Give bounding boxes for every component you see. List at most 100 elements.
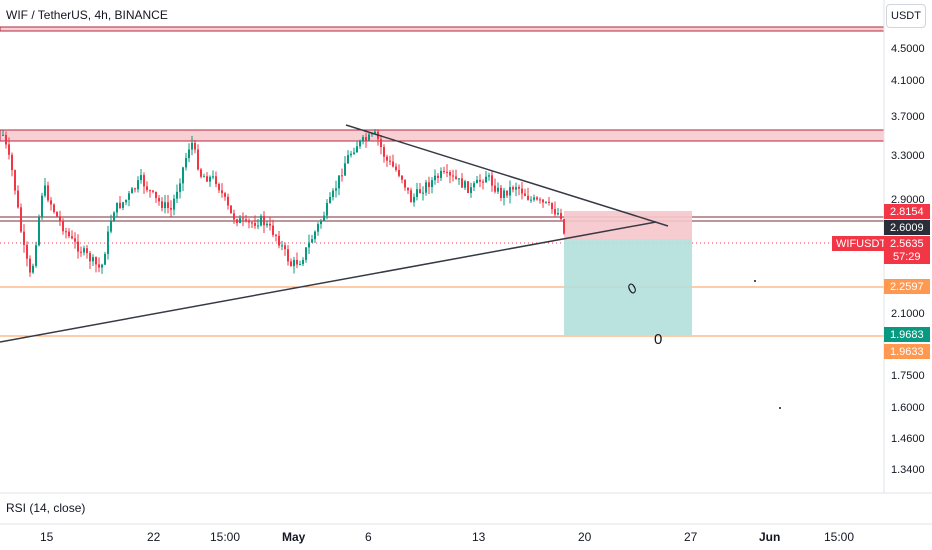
price-tick: 1.3400 xyxy=(891,464,925,476)
candle-body xyxy=(71,236,73,239)
candle-body xyxy=(77,241,79,252)
candle-body xyxy=(401,175,403,180)
candle-body xyxy=(503,190,505,198)
candle-body xyxy=(536,197,538,200)
symbol-title[interactable]: WIF / TetherUS, 4h, BINANCE xyxy=(6,8,168,22)
candle-body xyxy=(314,231,316,240)
candle-body xyxy=(461,178,463,188)
candle-body xyxy=(290,261,292,267)
candle-body xyxy=(221,190,223,194)
candle-body xyxy=(422,192,424,194)
rsi-indicator-label[interactable]: RSI (14, close) xyxy=(6,501,86,515)
candle-body xyxy=(341,175,343,177)
candle-body xyxy=(398,169,400,176)
price-tick: 4.5000 xyxy=(891,43,925,55)
candle-body xyxy=(548,201,550,203)
candle-body xyxy=(308,242,310,248)
candle-body xyxy=(149,190,151,192)
price-tick: 1.6000 xyxy=(891,402,925,414)
candle-body xyxy=(524,193,526,196)
candle-body xyxy=(383,147,385,157)
candle-body xyxy=(518,187,520,189)
candle-body xyxy=(425,182,427,193)
candle-body xyxy=(410,190,412,203)
candle-body xyxy=(8,144,10,155)
candle-body xyxy=(482,181,484,183)
price-badge: 2.2597 xyxy=(890,281,924,293)
price-tick: 3.7000 xyxy=(891,111,925,123)
candle-body xyxy=(266,223,268,226)
candle-body xyxy=(224,193,226,197)
candle-body xyxy=(134,188,136,190)
candle-body xyxy=(53,204,55,212)
candle-body xyxy=(353,152,355,154)
candle-body xyxy=(83,248,85,253)
candle-body xyxy=(80,251,82,253)
candle-body xyxy=(125,199,127,203)
candle-body xyxy=(107,231,109,254)
candle-body xyxy=(29,258,31,273)
candle-body xyxy=(17,190,19,208)
candle-body xyxy=(542,199,544,203)
candle-body xyxy=(347,155,349,164)
candle-body xyxy=(95,257,97,265)
candle-body xyxy=(167,202,169,208)
candle-body xyxy=(182,167,184,184)
candle-body xyxy=(185,158,187,168)
candle-body xyxy=(179,183,181,192)
candle-body xyxy=(257,225,259,227)
candle-body xyxy=(365,137,367,141)
candle-body xyxy=(386,156,388,161)
candle-body xyxy=(209,176,211,182)
candle-body xyxy=(296,259,298,265)
candle-body xyxy=(368,134,370,141)
ascending-trendline[interactable] xyxy=(0,221,657,343)
candle-body xyxy=(203,176,205,178)
candle-body xyxy=(275,234,277,236)
candle-body xyxy=(557,213,559,215)
time-tick: 22 xyxy=(147,530,161,544)
price-badge-bg xyxy=(884,327,930,342)
candle-body xyxy=(428,182,430,188)
time-tick: Jun xyxy=(759,530,780,544)
candle-body xyxy=(509,187,511,196)
price-tick: 2.9000 xyxy=(891,194,925,206)
time-tick: 20 xyxy=(578,530,592,544)
price-badge-bg xyxy=(884,236,930,264)
candle-body xyxy=(500,187,502,198)
candle-body xyxy=(305,247,307,260)
candle-body xyxy=(227,196,229,206)
candle-body xyxy=(320,220,322,225)
time-tick: May xyxy=(282,530,306,544)
candle-body xyxy=(191,142,193,150)
candle-body xyxy=(206,176,208,182)
currency-button[interactable]: USDT xyxy=(886,4,926,28)
short-target-zone[interactable] xyxy=(564,239,692,335)
candle-body xyxy=(50,200,52,205)
candle-body xyxy=(416,189,418,197)
candle-body xyxy=(380,139,382,148)
candle-body xyxy=(326,203,328,216)
candle-body xyxy=(521,188,523,194)
candle-body xyxy=(359,140,361,147)
candle-body xyxy=(164,202,166,209)
time-tick: 13 xyxy=(472,530,486,544)
candle-body xyxy=(200,169,202,177)
candle-body xyxy=(344,163,346,176)
candle-body xyxy=(74,238,76,242)
candle-body xyxy=(272,225,274,235)
resistance-zone[interactable] xyxy=(0,129,885,142)
candle-body xyxy=(563,219,565,234)
candle-body xyxy=(47,185,49,201)
time-tick: 27 xyxy=(684,530,698,544)
countdown: 57:29 xyxy=(893,251,921,263)
candle-body xyxy=(248,220,250,223)
candle-body xyxy=(479,179,481,182)
candle-body xyxy=(467,181,469,193)
candle-body xyxy=(146,186,148,191)
candle-body xyxy=(449,172,451,176)
top-zone[interactable] xyxy=(0,26,885,32)
candle-body xyxy=(317,224,319,232)
descending-trendline[interactable] xyxy=(345,124,669,227)
